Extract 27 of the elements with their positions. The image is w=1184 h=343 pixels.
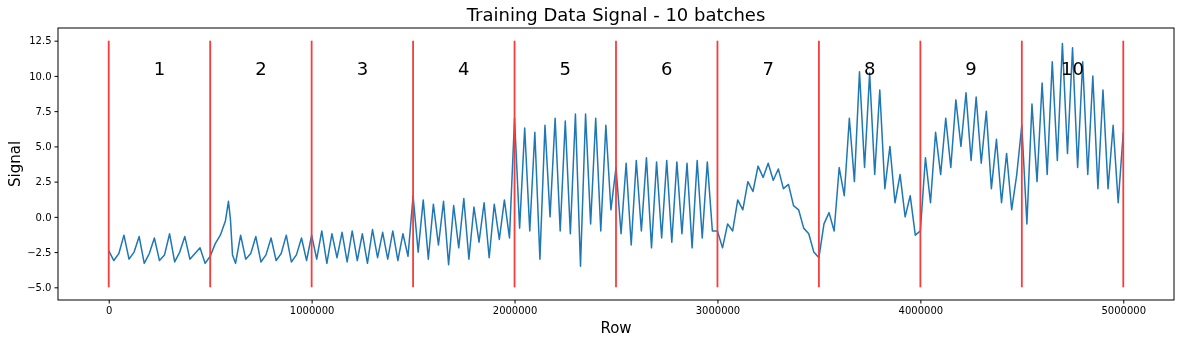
y-tick-label: 0.0 xyxy=(35,211,52,223)
line-series xyxy=(107,42,1125,267)
y-tick-label: −2.5 xyxy=(27,246,52,258)
annotation: 8 xyxy=(863,58,876,80)
x-tick-label: 1000000 xyxy=(289,304,335,316)
x-tick-label: 0 xyxy=(106,304,113,316)
y-tick-label: −5.0 xyxy=(27,282,52,294)
annotation: 9 xyxy=(965,58,977,80)
annotation: 3 xyxy=(356,58,369,80)
annotation: 7 xyxy=(762,58,774,80)
y-tick-label: 2.5 xyxy=(35,176,52,188)
x-axis-title: Row xyxy=(600,319,632,337)
y-tick-label: 5.0 xyxy=(35,141,52,153)
annotation: 1 xyxy=(153,58,166,80)
y-tick-label: 7.5 xyxy=(35,105,52,117)
annotation: 4 xyxy=(458,58,470,80)
x-tick-label: 3000000 xyxy=(695,304,741,316)
y-tick-label: 10.0 xyxy=(29,70,52,82)
y-tick-label: 12.5 xyxy=(29,35,52,47)
chart-title: Training Data Signal - 10 batches xyxy=(465,4,766,25)
annotation: 6 xyxy=(661,58,673,80)
annotation: 2 xyxy=(255,58,267,80)
x-tick-label: 2000000 xyxy=(492,304,538,316)
annotation: 5 xyxy=(559,58,571,80)
y-axis-title: Signal xyxy=(6,140,24,188)
x-tick-label: 4000000 xyxy=(898,304,944,316)
x-tick-label: 5000000 xyxy=(1101,304,1147,316)
